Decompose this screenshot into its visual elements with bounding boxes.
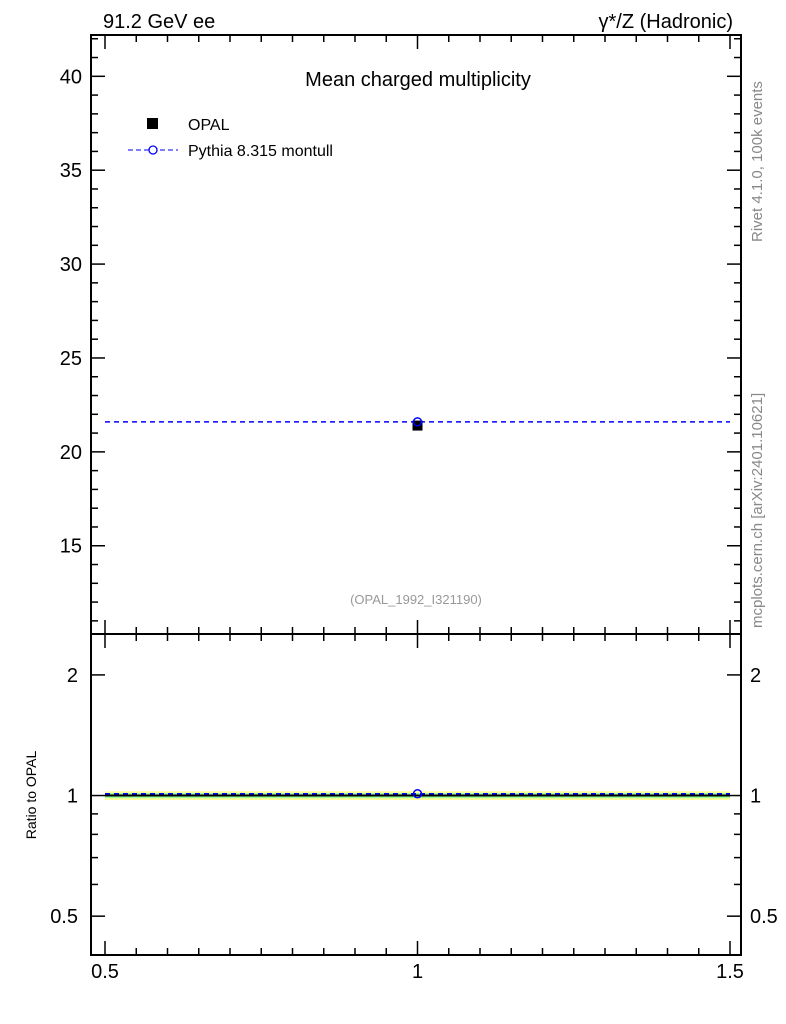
chart-title: Mean charged multiplicity xyxy=(305,69,531,91)
y-tick-label: 35 xyxy=(60,160,82,182)
analysis-label: (OPAL_1992_I321190) xyxy=(350,592,482,607)
legend-pythia-label: Pythia 8.315 montull xyxy=(188,143,333,160)
y-tick-label: 15 xyxy=(60,536,82,558)
pythia-point xyxy=(412,417,423,427)
ratio-y-tick-label-left: 2 xyxy=(67,665,78,687)
ratio-ylabel: Ratio to OPAL xyxy=(23,751,39,840)
y-tick-label: 40 xyxy=(60,66,82,88)
ratio-y-tick-label-right: 0.5 xyxy=(750,906,778,928)
pythia-ratio-point xyxy=(412,789,423,799)
ratio-y-tick-label-right: 1 xyxy=(750,786,761,808)
ratio-frame xyxy=(90,633,742,956)
side-label-top: Rivet 4.1.0, 100k events xyxy=(749,81,766,242)
x-tick-label: 1 xyxy=(412,961,423,983)
legend-opal-label: OPAL xyxy=(188,117,230,134)
ratio-y-tick-label-left: 1 xyxy=(67,786,78,808)
legend-pythia-marker xyxy=(148,145,158,155)
legend: OPAL Pythia 8.315 montull xyxy=(128,117,333,160)
top-right-label: γ*/Z (Hadronic) xyxy=(599,11,733,33)
ratio-y-tick-label-right: 2 xyxy=(750,665,761,687)
legend-opal-marker xyxy=(147,118,158,129)
y-tick-label: 30 xyxy=(60,254,82,276)
y-tick-label: 25 xyxy=(60,348,82,370)
top-left-label: 91.2 GeV ee xyxy=(103,11,215,33)
ratio-y-tick-label-left: 0.5 xyxy=(50,906,78,928)
x-tick-label: 0.5 xyxy=(91,961,119,983)
y-tick-label: 20 xyxy=(60,442,82,464)
side-label-bottom: mcplots.cern.ch [arXiv:2401.10621] xyxy=(749,393,766,628)
x-tick-label: 1.5 xyxy=(716,961,744,983)
